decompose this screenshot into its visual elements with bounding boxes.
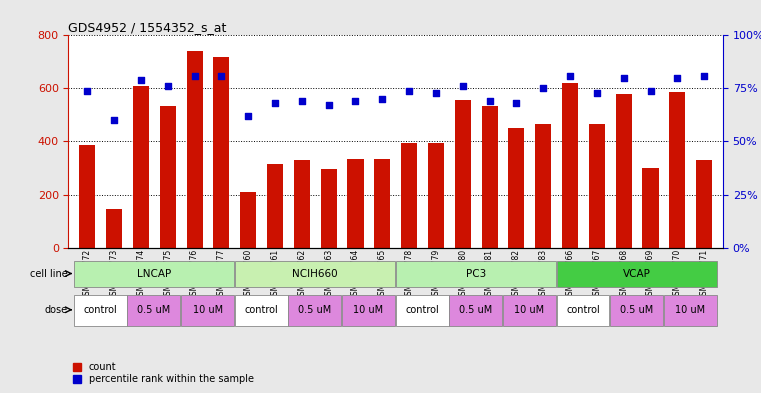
Bar — [508, 128, 524, 248]
Point — [671, 75, 683, 81]
Bar — [503, 295, 556, 326]
Bar — [562, 83, 578, 248]
Text: GDS4952 / 1554352_s_at: GDS4952 / 1554352_s_at — [68, 21, 227, 34]
Text: LNCAP: LNCAP — [137, 268, 171, 279]
Bar — [133, 86, 149, 248]
Bar — [160, 106, 176, 248]
Bar — [616, 94, 632, 248]
Bar — [240, 192, 256, 248]
Bar — [374, 159, 390, 248]
Text: cell line: cell line — [30, 268, 68, 279]
Point — [591, 90, 603, 96]
Text: control: control — [244, 305, 278, 315]
Text: 10 uM: 10 uM — [193, 305, 223, 315]
Point — [161, 83, 174, 90]
Point — [645, 87, 657, 94]
Bar — [79, 145, 95, 248]
Bar — [642, 168, 658, 248]
Point — [108, 117, 120, 123]
Bar — [235, 295, 288, 326]
Bar — [294, 160, 310, 248]
Text: control: control — [406, 305, 439, 315]
Point — [296, 98, 308, 104]
Point — [323, 102, 335, 108]
Bar — [128, 295, 180, 326]
Bar — [342, 295, 395, 326]
Legend: count, percentile rank within the sample: count, percentile rank within the sample — [73, 362, 254, 384]
Bar — [74, 261, 234, 287]
Text: 10 uM: 10 uM — [675, 305, 705, 315]
Text: 0.5 uM: 0.5 uM — [137, 305, 170, 315]
Point — [189, 73, 201, 79]
Bar — [664, 295, 717, 326]
Text: PC3: PC3 — [466, 268, 486, 279]
Point — [242, 113, 254, 119]
Bar — [288, 295, 341, 326]
Bar — [589, 124, 605, 248]
Bar — [449, 295, 502, 326]
Point — [81, 87, 94, 94]
Text: 10 uM: 10 uM — [514, 305, 544, 315]
Point — [376, 96, 388, 102]
Bar — [482, 106, 498, 248]
Point — [618, 75, 630, 81]
Bar — [455, 100, 471, 248]
Text: 0.5 uM: 0.5 uM — [620, 305, 654, 315]
Text: VCAP: VCAP — [622, 268, 651, 279]
Bar — [348, 159, 364, 248]
Text: control: control — [84, 305, 117, 315]
Bar — [267, 164, 283, 248]
Text: 0.5 uM: 0.5 uM — [298, 305, 332, 315]
Bar — [556, 295, 610, 326]
Bar — [186, 51, 202, 248]
Bar — [670, 92, 686, 248]
Point — [269, 100, 281, 107]
Bar — [401, 143, 417, 248]
Point — [430, 90, 442, 96]
Bar — [396, 261, 556, 287]
Bar — [320, 169, 336, 248]
Point — [698, 73, 710, 79]
Text: 10 uM: 10 uM — [353, 305, 384, 315]
Text: dose: dose — [45, 305, 68, 315]
Point — [403, 87, 416, 94]
Point — [564, 73, 576, 79]
Bar — [396, 295, 448, 326]
Bar — [74, 295, 126, 326]
Bar — [696, 160, 712, 248]
Bar — [610, 295, 663, 326]
Bar — [106, 209, 122, 248]
Text: 0.5 uM: 0.5 uM — [459, 305, 492, 315]
Point — [215, 73, 228, 79]
Point — [135, 77, 147, 83]
Bar — [181, 295, 234, 326]
Text: control: control — [566, 305, 600, 315]
Text: NCIH660: NCIH660 — [292, 268, 338, 279]
Bar — [235, 261, 395, 287]
Point — [457, 83, 469, 90]
Bar — [428, 143, 444, 248]
Point — [349, 98, 361, 104]
Point — [483, 98, 495, 104]
Bar — [535, 124, 551, 248]
Point — [537, 85, 549, 92]
Bar — [556, 261, 717, 287]
Bar — [213, 57, 229, 248]
Point — [511, 100, 523, 107]
